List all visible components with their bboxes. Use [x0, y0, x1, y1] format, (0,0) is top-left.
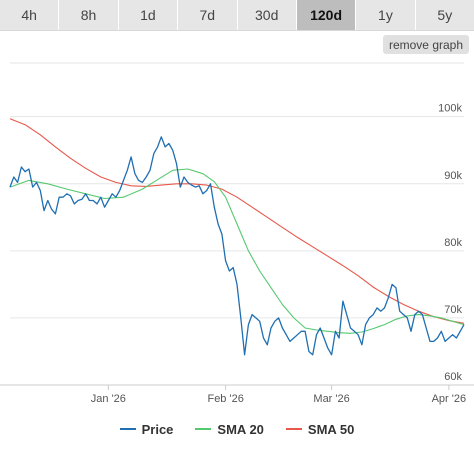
price-chart: 60k 70k 80k 90k 100k Jan '26 Feb '26 Mar '26 Ap…: [0, 62, 474, 405]
y-tick-label: 60k: [444, 371, 462, 383]
tab-1d[interactable]: 1d: [119, 0, 179, 30]
tab-30d[interactable]: 30d: [238, 0, 297, 30]
x-tick-label: Feb '26: [207, 393, 243, 405]
legend-label: Price: [141, 421, 174, 437]
y-tick-label: 80k: [444, 237, 462, 249]
price-line: [9, 136, 465, 356]
remove-graph-button[interactable]: remove graph: [383, 35, 469, 54]
gridlines: [0, 62, 474, 386]
legend-item-sma-50[interactable]: SMA 50: [285, 421, 355, 437]
sma-20-line: [9, 168, 465, 334]
legend-swatch: [119, 428, 136, 430]
legend-label: SMA 20: [217, 421, 264, 437]
tab-4h[interactable]: 4h: [0, 0, 60, 30]
x-tick-label: Jan '26: [91, 393, 126, 405]
x-tick-label: Mar '26: [313, 393, 349, 405]
tab-120d[interactable]: 120d: [296, 0, 357, 30]
timeframe-tabs: 4h 8h 1d 7d 30d 120d 1y 5y: [0, 0, 474, 31]
chart-legend: Price SMA 20 SMA 50: [0, 418, 474, 440]
y-tick-label: 90k: [444, 170, 462, 182]
x-tick-label: Apr '26: [432, 393, 467, 405]
x-axis-ticks: Jan '26 Feb '26 Mar '26 Apr '26: [91, 385, 466, 405]
legend-item-sma-20[interactable]: SMA 20: [195, 421, 264, 437]
legend-swatch: [285, 428, 302, 430]
tab-1y[interactable]: 1y: [356, 0, 416, 30]
tab-8h[interactable]: 8h: [59, 0, 119, 30]
sma-50-line: [9, 118, 465, 324]
legend-swatch: [195, 428, 212, 430]
tab-5y[interactable]: 5y: [437, 7, 453, 23]
y-tick-label: 100k: [438, 103, 462, 115]
y-tick-label: 70k: [444, 304, 462, 316]
legend-item-price[interactable]: Price: [119, 421, 174, 437]
series-lines: [9, 118, 465, 356]
y-axis-ticks: 60k 70k 80k 90k 100k: [438, 103, 462, 383]
legend-label: SMA 50: [307, 421, 355, 437]
tab-7d[interactable]: 7d: [178, 0, 238, 30]
